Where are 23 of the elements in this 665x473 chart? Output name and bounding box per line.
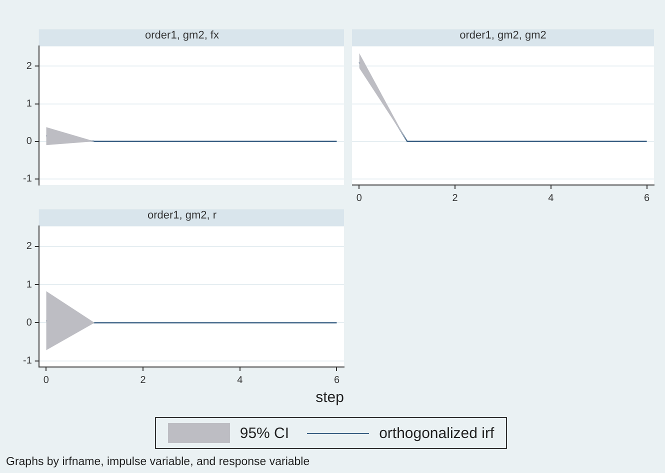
y-tick-label: -1 [22, 174, 32, 185]
y-tick-label: 1 [26, 98, 32, 110]
text: Graphs by irfname, impulse variable, and response variable [6, 456, 310, 468]
x-tick-label: 6 [334, 374, 340, 386]
y-tick-label: 0 [26, 317, 32, 328]
y-tick-label: 2 [26, 241, 32, 252]
legend-label: orthogonalized irf [379, 424, 494, 442]
chart-title: order1, gm2, gm2 [460, 30, 546, 42]
chart-title: order1, gm2, fx [145, 30, 220, 42]
x-tick-label: 2 [452, 192, 458, 204]
y-tick-label: 2 [26, 60, 32, 72]
x-axis-title: step [316, 389, 344, 406]
y-tick-label: 1 [26, 279, 32, 290]
x-tick-label: 0 [43, 374, 50, 386]
text: 95% CI [240, 424, 290, 442]
x-tick-label: 4 [237, 374, 244, 386]
y-tick-label: -1 [22, 356, 32, 367]
y-tick-label: 0 [26, 136, 32, 148]
chart-title: order1, gm2, r [147, 210, 217, 222]
x-tick-label: 6 [644, 192, 650, 204]
x-tick-label: 4 [548, 192, 554, 204]
x-tick-label: 2 [140, 374, 146, 386]
x-tick-label: 0 [356, 192, 362, 204]
